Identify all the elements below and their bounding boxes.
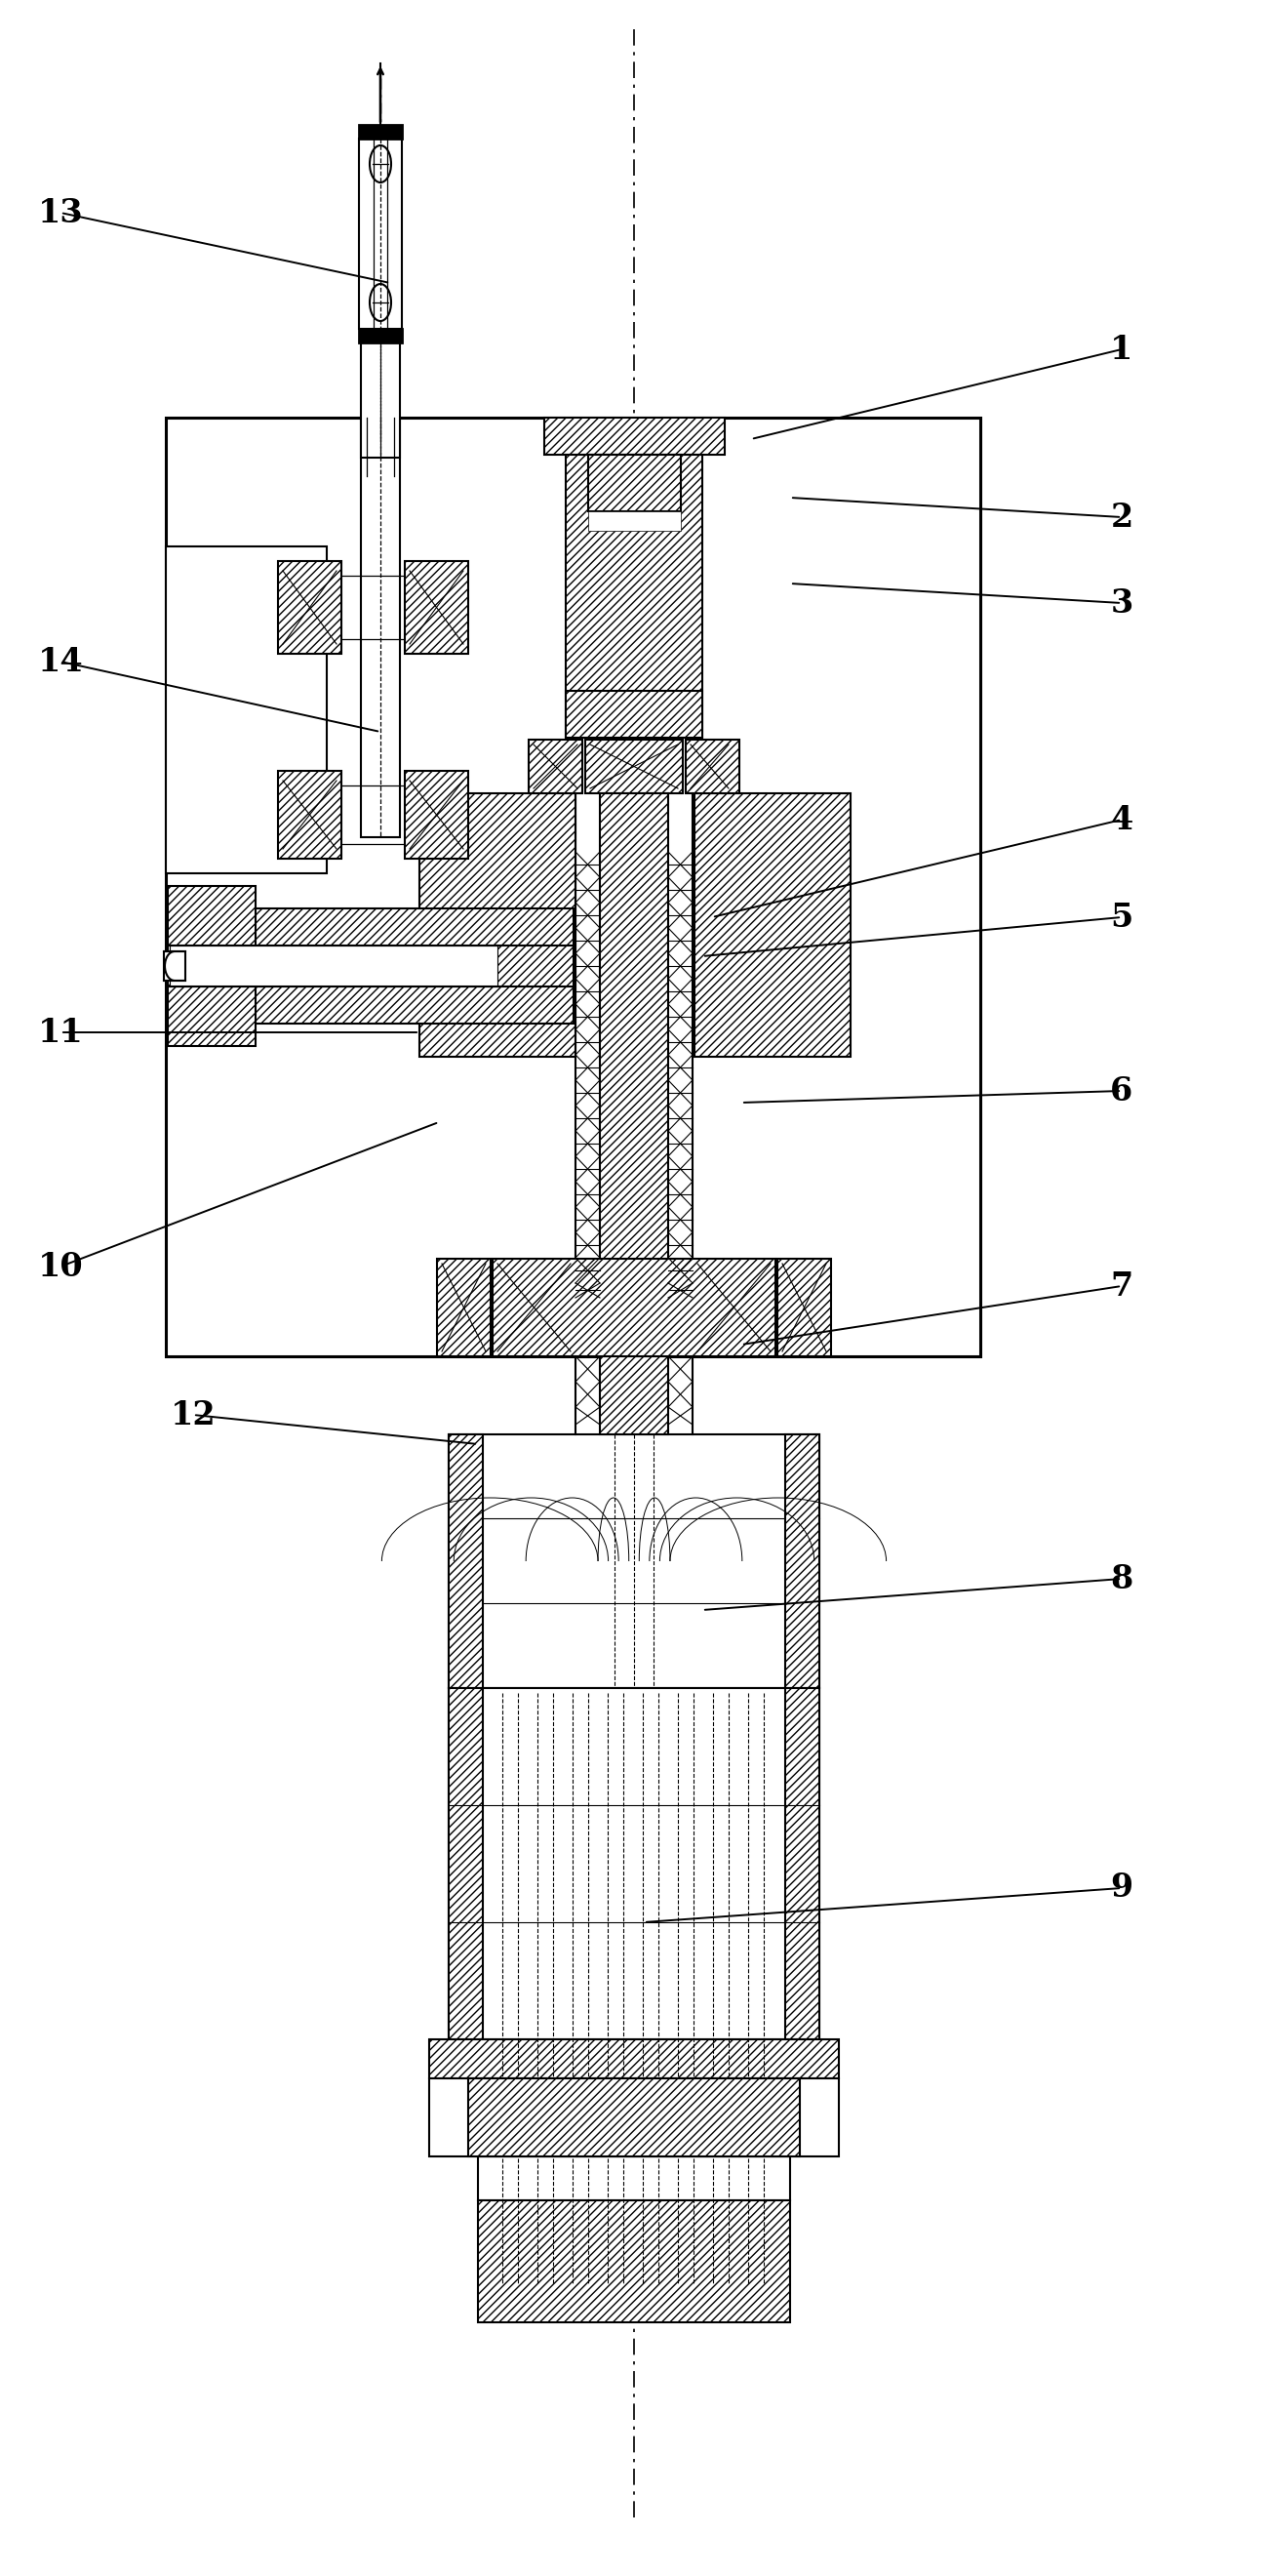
Text: 7: 7 — [1110, 1270, 1133, 1301]
Bar — [170, 945, 497, 987]
Text: 2: 2 — [1110, 502, 1133, 533]
Bar — [168, 886, 255, 1046]
Bar — [359, 330, 402, 343]
Bar — [429, 2040, 839, 2079]
Bar — [694, 793, 850, 1056]
Bar — [529, 739, 582, 793]
Bar — [778, 1260, 831, 1358]
Text: 3: 3 — [1110, 587, 1133, 618]
Bar — [278, 562, 341, 654]
Bar — [360, 343, 400, 459]
Bar — [600, 1358, 669, 1435]
Bar — [359, 139, 402, 330]
Text: 14: 14 — [38, 647, 84, 677]
Text: 4: 4 — [1110, 804, 1133, 835]
Bar — [278, 770, 341, 858]
Bar — [786, 1687, 820, 2040]
Text: 1: 1 — [1110, 332, 1133, 366]
Bar — [566, 690, 702, 737]
Bar — [166, 417, 980, 1358]
Bar — [478, 2156, 791, 2200]
Bar — [166, 546, 326, 873]
Bar — [405, 770, 468, 858]
Bar — [786, 1435, 820, 1687]
Bar — [588, 510, 681, 531]
Text: 10: 10 — [38, 1249, 84, 1283]
Bar — [449, 1687, 482, 2040]
Bar — [359, 124, 402, 139]
Text: 8: 8 — [1110, 1564, 1133, 1595]
Bar — [360, 417, 400, 837]
Text: 5: 5 — [1110, 902, 1133, 933]
Text: 9: 9 — [1110, 1873, 1133, 1904]
Bar — [449, 1687, 820, 2040]
Bar — [168, 909, 574, 1023]
Text: 13: 13 — [38, 196, 84, 229]
Bar — [468, 2079, 799, 2156]
Bar — [164, 951, 185, 981]
Bar — [429, 2079, 839, 2156]
Text: 12: 12 — [170, 1399, 216, 1430]
Text: 6: 6 — [1110, 1074, 1133, 1108]
Bar — [588, 456, 681, 510]
Bar — [437, 1260, 491, 1358]
Bar — [492, 1260, 775, 1358]
Bar — [566, 456, 702, 737]
Bar — [600, 793, 669, 1316]
Bar — [449, 1435, 820, 1687]
Bar — [544, 417, 725, 456]
Bar — [685, 739, 740, 793]
Bar — [585, 739, 683, 793]
Text: 11: 11 — [38, 1018, 84, 1048]
Bar — [420, 793, 575, 1056]
Bar — [478, 2200, 791, 2324]
Bar — [449, 1435, 482, 1687]
Bar — [405, 562, 468, 654]
